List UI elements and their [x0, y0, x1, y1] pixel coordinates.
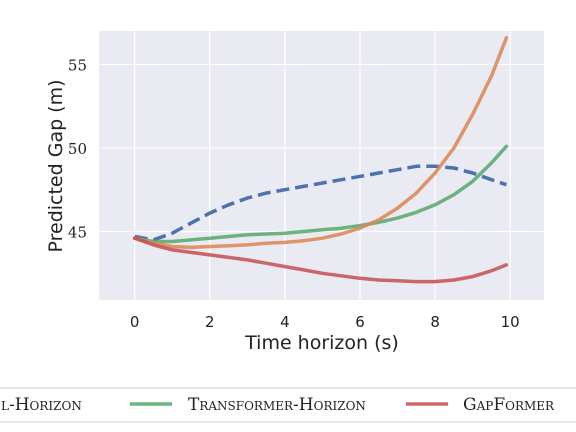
x-tick-label-0: 0 [130, 313, 140, 331]
series-line-3 [132, 236, 509, 284]
series-lines [132, 35, 509, 284]
x-tick-label-5: 10 [501, 313, 520, 331]
plot-background [99, 31, 544, 300]
legend: l-Horizon Transformer-Horizon GapFormer [0, 387, 576, 423]
x-tick-label-1: 2 [205, 313, 215, 331]
y-tick-label-1: 50 [68, 140, 87, 158]
y-axis-label: Predicted Gap (m) [45, 79, 67, 252]
y-tick-labels: 45 50 55 [68, 56, 87, 241]
series-line-0 [134, 164, 507, 242]
x-tick-labels: 0 2 4 6 8 10 [130, 313, 520, 331]
x-axis-label: Time horizon (s) [244, 332, 399, 354]
legend-frame [0, 387, 576, 423]
y-tick-label-0: 45 [68, 223, 87, 241]
x-tick-label-4: 8 [430, 313, 440, 331]
x-tick-label-2: 4 [280, 313, 290, 331]
series-line-1 [132, 144, 509, 244]
y-tick-label-2: 55 [68, 56, 87, 74]
series-line-2 [132, 35, 509, 250]
legend-label-0: l-Horizon [1, 395, 82, 415]
legend-label-2: GapFormer [463, 395, 555, 415]
legend-label-1: Transformer-Horizon [188, 395, 366, 415]
x-tick-label-3: 6 [355, 313, 365, 331]
